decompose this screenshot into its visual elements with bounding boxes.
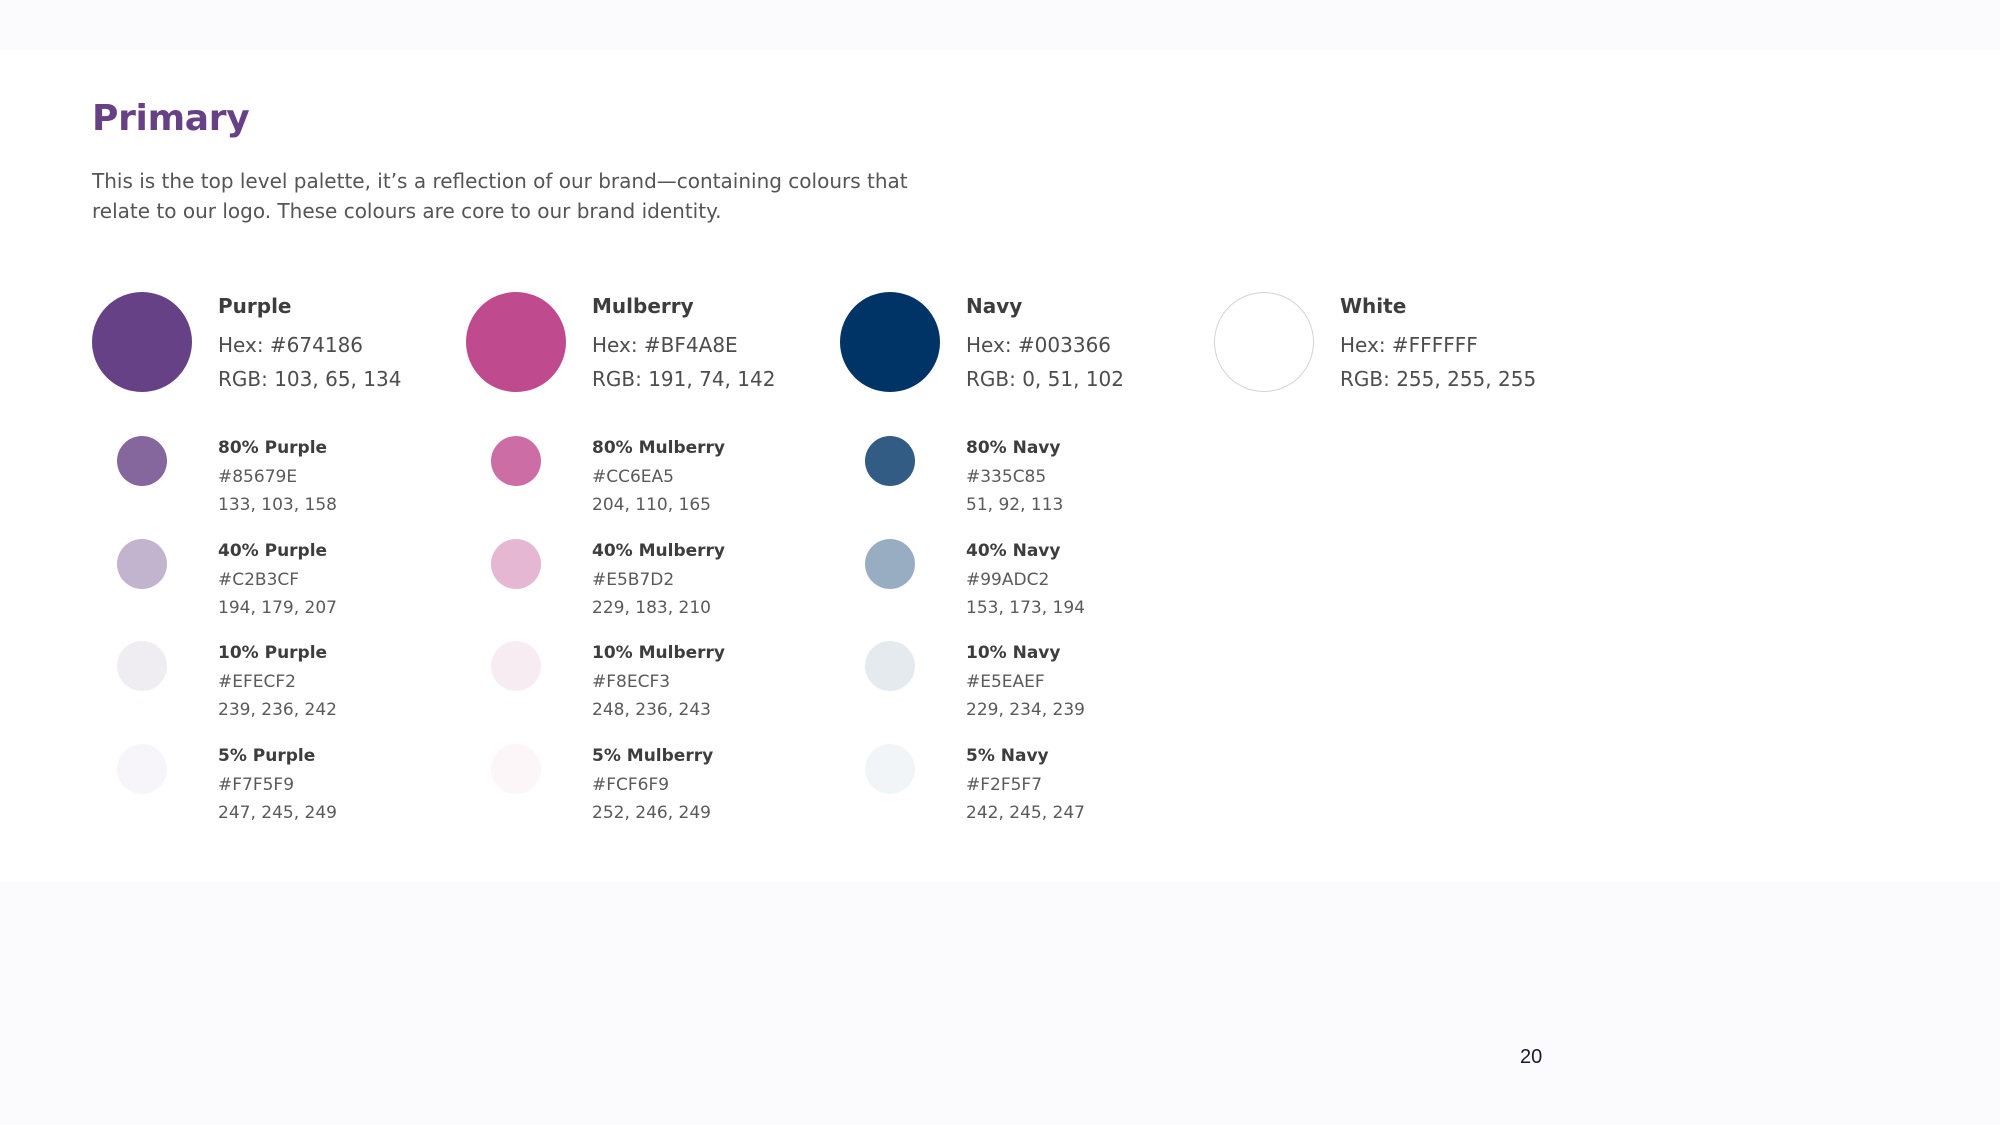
tint-name: 10% Mulberry (592, 643, 726, 663)
tint-name: 10% Purple (218, 643, 328, 663)
tint-swatch (491, 641, 541, 691)
tint-name: 10% Navy (966, 643, 1061, 663)
tint-hex: #EFECF2 (218, 672, 296, 692)
tint-name: 5% Mulberry (592, 746, 714, 766)
tint-name: 40% Mulberry (592, 541, 726, 561)
tint-row: 5% Purple #F7F5F9 247, 245, 249 (92, 744, 472, 834)
tint-hex: #C2B3CF (218, 570, 300, 590)
tint-name: 80% Navy (966, 438, 1061, 458)
tint-swatch (117, 539, 167, 589)
tint-rgb: 229, 234, 239 (966, 700, 1085, 720)
tint-hex: #F7F5F9 (218, 775, 295, 795)
tint-swatch (491, 744, 541, 794)
tint-swatch (865, 436, 915, 486)
tint-swatch (117, 641, 167, 691)
colour-hex: Hex: #003366 (966, 333, 1112, 357)
purple-swatch (92, 292, 192, 392)
tint-rgb: 153, 173, 194 (966, 598, 1085, 618)
tint-hex: #E5B7D2 (592, 570, 675, 590)
tint-name: 5% Purple (218, 746, 316, 766)
colour-name: Purple (218, 294, 292, 318)
tint-row: 5% Navy #F2F5F7 242, 245, 247 (840, 744, 1220, 834)
colour-name: White (1340, 294, 1407, 318)
mulberry-swatch (466, 292, 566, 392)
tint-hex: #FCF6F9 (592, 775, 670, 795)
tint-rgb: 204, 110, 165 (592, 495, 711, 515)
tint-swatch (117, 744, 167, 794)
tint-row: 80% Navy #335C85 51, 92, 113 (840, 436, 1220, 526)
tint-row: 80% Mulberry #CC6EA5 204, 110, 165 (466, 436, 846, 526)
tint-row: 40% Purple #C2B3CF 194, 179, 207 (92, 539, 472, 629)
tint-hex: #F8ECF3 (592, 672, 671, 692)
colour-hex: Hex: #674186 (218, 333, 364, 357)
tint-row: 10% Purple #EFECF2 239, 236, 242 (92, 641, 472, 731)
colour-hex: Hex: #BF4A8E (592, 333, 738, 357)
tint-rgb: 133, 103, 158 (218, 495, 337, 515)
tint-row: 5% Mulberry #FCF6F9 252, 246, 249 (466, 744, 846, 834)
colour-rgb: RGB: 0, 51, 102 (966, 367, 1124, 391)
tint-rgb: 248, 236, 243 (592, 700, 711, 720)
colour-rgb: RGB: 103, 65, 134 (218, 367, 402, 391)
tint-swatch (117, 436, 167, 486)
tint-name: 5% Navy (966, 746, 1049, 766)
tint-swatch (491, 539, 541, 589)
tint-rgb: 51, 92, 113 (966, 495, 1064, 515)
colour-rgb: RGB: 191, 74, 142 (592, 367, 776, 391)
colour-name: Mulberry (592, 294, 694, 318)
tint-row: 40% Navy #99ADC2 153, 173, 194 (840, 539, 1220, 629)
tint-row: 10% Navy #E5EAEF 229, 234, 239 (840, 641, 1220, 731)
colour-rgb: RGB: 255, 255, 255 (1340, 367, 1537, 391)
tint-hex: #CC6EA5 (592, 467, 674, 487)
white-swatch (1214, 292, 1314, 392)
tint-hex: #F2F5F7 (966, 775, 1043, 795)
tint-name: 80% Mulberry (592, 438, 726, 458)
slide-content (0, 50, 2000, 882)
tint-rgb: 242, 245, 247 (966, 803, 1085, 823)
tint-hex: #99ADC2 (966, 570, 1050, 590)
navy-swatch (840, 292, 940, 392)
tint-swatch (865, 744, 915, 794)
tint-rgb: 239, 236, 242 (218, 700, 337, 720)
tint-hex: #E5EAEF (966, 672, 1045, 692)
page-title: Primary (92, 98, 250, 139)
colour-hex: Hex: #FFFFFF (1340, 333, 1478, 357)
tint-rgb: 247, 245, 249 (218, 803, 337, 823)
page-number: 20 (1520, 1046, 1543, 1068)
tint-name: 40% Purple (218, 541, 328, 561)
colour-name: Navy (966, 294, 1023, 318)
tint-rgb: 229, 183, 210 (592, 598, 711, 618)
tint-swatch (865, 641, 915, 691)
tint-row: 10% Mulberry #F8ECF3 248, 236, 243 (466, 641, 846, 731)
page-description: This is the top level palette, it’s a re… (92, 169, 908, 223)
tint-row: 80% Purple #85679E 133, 103, 158 (92, 436, 472, 526)
colour-palette: Purple Hex: #674186 RGB: 103, 65, 134 80… (92, 292, 1537, 834)
tint-hex: #335C85 (966, 467, 1047, 487)
tint-hex: #85679E (218, 467, 298, 487)
tint-rgb: 252, 246, 249 (592, 803, 711, 823)
tint-swatch (491, 436, 541, 486)
tint-rgb: 194, 179, 207 (218, 598, 337, 618)
tint-name: 40% Navy (966, 541, 1061, 561)
tint-row: 40% Mulberry #E5B7D2 229, 183, 210 (466, 539, 846, 629)
tint-name: 80% Purple (218, 438, 328, 458)
tint-swatch (865, 539, 915, 589)
